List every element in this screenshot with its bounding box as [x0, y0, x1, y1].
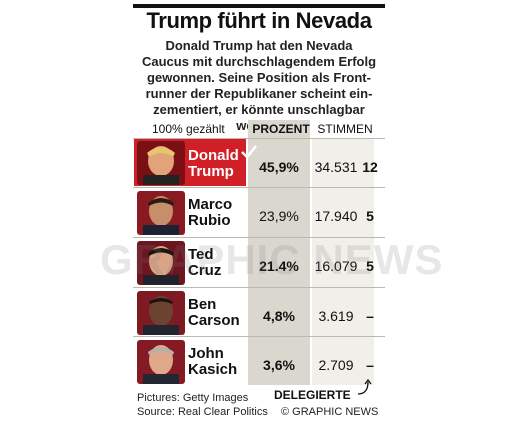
first-name: Marco	[188, 196, 233, 213]
candidate-name-kasich: John Kasich	[188, 346, 237, 378]
votes-cruz: 16.079	[314, 258, 358, 274]
first-name: Donald	[188, 147, 239, 164]
votes-kasich: 2.709	[318, 357, 354, 373]
row-divider	[133, 138, 385, 139]
percent-rubio: 23,9%	[259, 208, 299, 224]
prozent-header: PROZENT	[252, 122, 310, 136]
delegates-rubio: 5	[366, 208, 374, 224]
delegates-carson: –	[366, 308, 374, 324]
row-divider	[133, 237, 385, 238]
subtitle-line: Caucus mit durchschlagendem Erfolg	[141, 54, 377, 69]
chart-title: Trump führt in Nevada	[146, 8, 372, 33]
votes-trump: 34.531	[314, 159, 358, 175]
candidate-photo-rubio	[137, 191, 185, 235]
delegierte-label: DELEGIERTE	[274, 388, 351, 402]
delegates-trump: 12	[362, 159, 378, 175]
candidate-name-cruz: Ted Cruz	[188, 247, 221, 279]
subtitle-line: runner der Republikaner scheint ein-	[145, 86, 373, 101]
count-label: 100% gezählt	[152, 122, 225, 136]
source-credit: Source: Real Clear Politics	[137, 406, 268, 418]
row-divider	[133, 336, 385, 337]
first-name: Ben	[188, 296, 217, 313]
percent-cruz: 21.4%	[259, 258, 299, 274]
candidate-name-carson: Ben Carson	[188, 297, 240, 329]
votes-rubio: 17.940	[314, 208, 358, 224]
row-divider	[133, 187, 385, 188]
percent-kasich: 3,6%	[263, 357, 295, 373]
prozent-column-background	[248, 120, 310, 385]
candidate-name-rubio: Marco Rubio	[188, 197, 232, 229]
top-rule	[133, 4, 385, 8]
first-name: John	[188, 345, 224, 362]
stimmen-column-background	[312, 138, 374, 385]
last-name: Rubio	[188, 212, 231, 229]
last-name: Trump	[188, 163, 234, 180]
candidate-photo-trump	[137, 141, 185, 185]
delegates-kasich: –	[366, 357, 374, 373]
subtitle-line: Donald Trump hat den Nevada	[165, 38, 353, 53]
delegates-cruz: 5	[366, 258, 374, 274]
last-name: Carson	[188, 312, 240, 329]
row-divider	[133, 287, 385, 288]
watermark: GRAPHIC NEWS	[100, 236, 444, 283]
last-name: Cruz	[188, 262, 222, 279]
candidate-photo-kasich	[137, 340, 185, 384]
candidate-name-trump: Donald Trump	[188, 148, 239, 180]
curved-arrow-icon	[357, 378, 372, 395]
last-name: Kasich	[188, 361, 238, 378]
pictures-credit: Pictures: Getty Images	[137, 392, 249, 404]
candidate-photo-cruz	[137, 241, 185, 285]
subtitle-line: gewonnen. Seine Position als Front-	[147, 70, 371, 85]
candidate-photo-carson	[137, 291, 185, 335]
votes-carson: 3.619	[318, 308, 354, 324]
first-name: Ted	[188, 246, 214, 263]
stimmen-header: STIMMEN	[317, 122, 373, 136]
percent-carson: 4,8%	[263, 308, 295, 324]
percent-trump: 45,9%	[259, 159, 299, 175]
graphic-news-credit: © GRAPHIC NEWS	[281, 406, 379, 418]
winner-check-icon	[241, 145, 257, 159]
